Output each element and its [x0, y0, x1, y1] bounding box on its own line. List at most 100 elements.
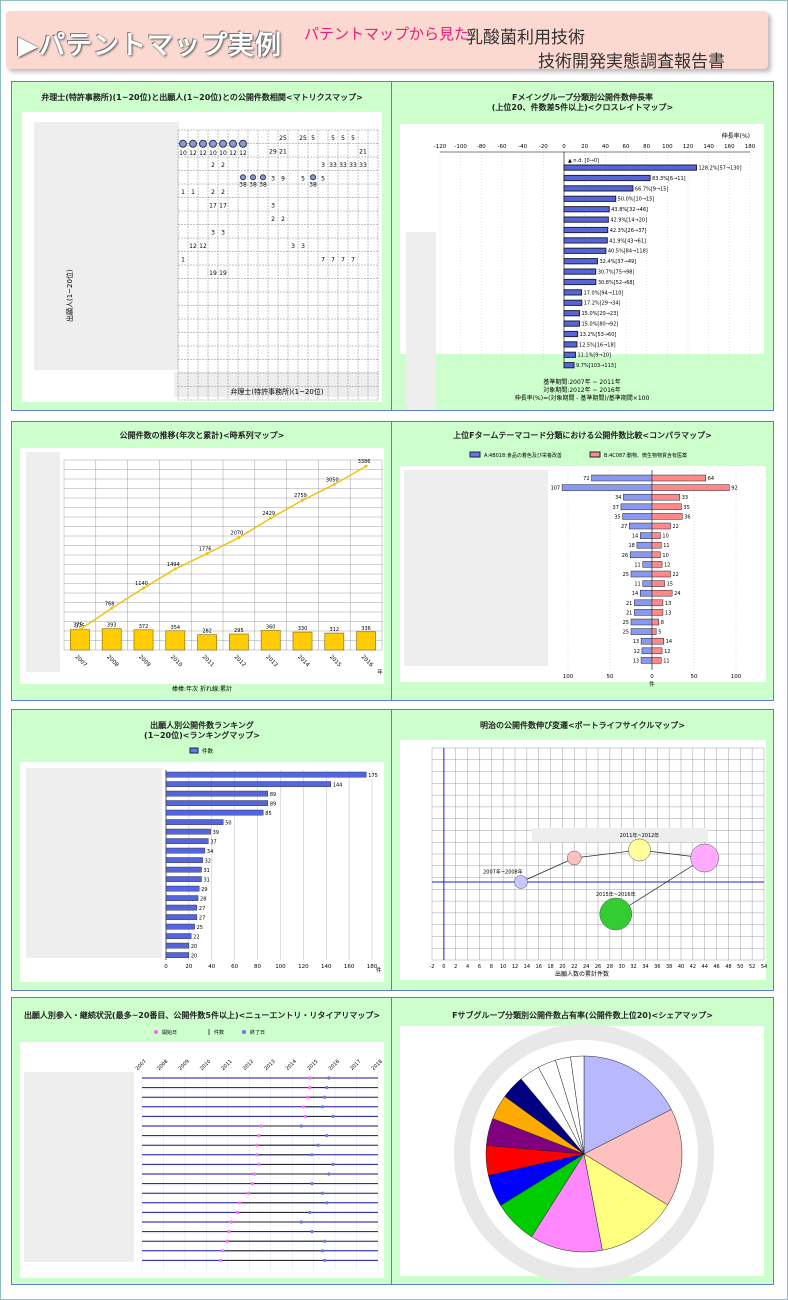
start-marker	[250, 1182, 255, 1186]
bar-data-label: 12.5%[16→18]	[579, 342, 616, 348]
bar-value-label: 393	[107, 623, 117, 629]
x-tick-label: 14	[524, 964, 530, 970]
series-b-bar	[651, 647, 663, 655]
pie-slice	[583, 1109, 683, 1206]
bar-data-label: 43.8%[32→46]	[611, 207, 648, 213]
ranking-bar	[165, 857, 203, 863]
compare-map-title: 上位Fタームテーマコード分類における公開件数比較<コンパラマップ>	[453, 431, 712, 440]
series-a-value: 27	[621, 524, 627, 530]
share-map-chart	[400, 1024, 764, 1284]
start-marker	[257, 1134, 261, 1138]
x-unit-label: 件	[649, 680, 655, 688]
cell-value-label: 1	[181, 256, 185, 263]
cell-value-label: 1	[191, 189, 195, 196]
cell-value-label: 12	[189, 243, 197, 250]
x-tick-label: 34	[642, 964, 648, 970]
end-marker	[310, 1230, 314, 1234]
series-a-bar	[622, 513, 653, 520]
note-formula: 伸長率(%)=(対象期間 - 基準期間)/基準期間×100	[515, 394, 650, 402]
cell-value-label: 2	[211, 162, 215, 169]
series-b-value: 33	[682, 495, 688, 501]
series-a-bar	[623, 493, 653, 501]
x-tick-label: 0	[562, 144, 566, 150]
x-tick-label: 20	[185, 964, 192, 970]
series-b-value: 11	[663, 543, 669, 549]
series-b-bar	[651, 589, 673, 597]
x-tick-label: 100	[275, 964, 286, 970]
category-label-block	[406, 232, 436, 410]
bar-data-label: 42.9%[14→20]	[610, 218, 647, 224]
start-marker	[225, 1239, 229, 1243]
x-tick-label: -40	[518, 144, 527, 150]
ranking-value-label: 27	[199, 906, 205, 912]
x-tick-label: 32	[630, 964, 636, 970]
series-a-value: 25	[623, 630, 629, 636]
series-b-value: 5	[658, 630, 661, 636]
cell-value-label: 12	[189, 150, 197, 157]
ranking-value-label: 29	[201, 887, 207, 893]
start-marker	[257, 1162, 261, 1166]
series-a-value: 72	[583, 476, 589, 482]
ranking-value-label: 20	[191, 953, 197, 959]
start-marker	[238, 1201, 242, 1205]
x-tick-label: 120	[683, 144, 694, 150]
series-a-bar	[629, 551, 653, 559]
legend-label: 件数	[202, 747, 214, 755]
bar-data-label: 30.7%[75→98]	[598, 270, 635, 276]
x-tick-label: 26	[595, 964, 601, 970]
cell-value-label: 10	[219, 150, 227, 157]
year-bar	[356, 631, 376, 651]
x-tick-label: 0	[442, 964, 445, 970]
end-marker	[327, 1172, 331, 1176]
cell-value-label: 19	[209, 270, 217, 277]
x-tick-label: 80	[643, 144, 650, 150]
cell-value-label: 21	[359, 148, 367, 155]
y-tick-block	[26, 452, 60, 672]
ranking-bar	[165, 781, 332, 787]
series-a-bar	[639, 589, 653, 597]
cell-value-label: 3	[221, 229, 225, 236]
cell-value-label: 25	[279, 135, 287, 142]
bubble-point	[189, 139, 197, 148]
x-tick-label: 22	[571, 964, 577, 970]
x-tick-label: -120	[434, 144, 447, 150]
x-tick-label: 16	[536, 964, 542, 970]
subtitle-label: パテントマップから見た	[304, 25, 470, 43]
series-a-value: 18	[629, 543, 635, 549]
x-tick-label: 0	[164, 964, 168, 970]
cell-value-label: 12	[239, 150, 247, 157]
series-a-bar	[641, 647, 653, 655]
series-a-value: 11	[634, 562, 640, 568]
end-marker	[323, 1239, 327, 1243]
bar-data-label: 128.2%[57→130]	[698, 166, 741, 172]
period-label: 2015年~2016年	[596, 891, 636, 898]
lifecycle-bubble	[599, 897, 633, 931]
bar-data-label: 42.3%[26→37]	[610, 228, 647, 234]
cross-rate-chart: 伸長率(%) -120 -100 -80 -60 -40 -20 0 20 40 60 80 100 12…	[400, 124, 764, 410]
cell-value-label: 5	[321, 175, 325, 182]
bar-value-label: 312	[330, 627, 340, 633]
x-tick-label: 18	[547, 964, 553, 970]
series-a-bar	[561, 484, 653, 491]
ranking-bar	[165, 952, 190, 958]
series-a-value: 13	[633, 639, 639, 645]
series-a-bar	[591, 474, 653, 482]
ranking-bar	[165, 895, 199, 901]
cell-value-label: 2	[221, 189, 225, 196]
page-header: ▶パテントマップ実例 パテントマップから見た 乳酸菌利用技術 技術開発実態調査報…	[6, 11, 768, 72]
bar-value-label: 360	[266, 624, 276, 630]
cumulative-point	[269, 516, 273, 520]
ranking-title1: 出願人別公開件数ランキング	[150, 721, 254, 730]
bubble-point	[209, 139, 217, 148]
bar-data-label: 11.1%[9→10]	[577, 353, 611, 359]
bar-value-label: 295	[234, 628, 244, 634]
series-a-bar	[640, 657, 653, 664]
ranking-value-label: 89	[270, 801, 276, 807]
lifecycle-bubble	[567, 850, 582, 866]
lifecycle-bubble	[690, 843, 719, 873]
series-b-value: 22	[672, 524, 678, 530]
cell-value-label: 33	[359, 162, 367, 169]
cumulative-point	[301, 498, 304, 502]
bubble-point	[239, 139, 247, 148]
series-b-bar	[651, 657, 662, 664]
